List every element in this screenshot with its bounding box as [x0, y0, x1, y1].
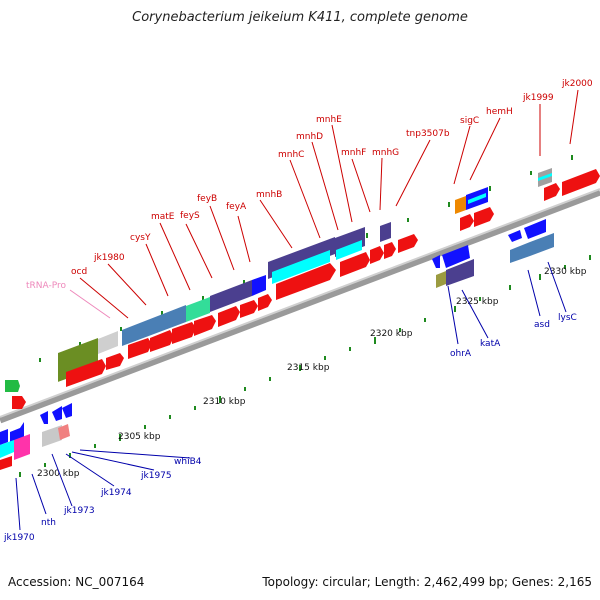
gene-box: [42, 425, 62, 447]
gene-box: [530, 233, 554, 256]
map-title: Corynebacterium jeikeium K411, complete …: [132, 10, 468, 25]
upper-features: [5, 168, 600, 409]
gene-arrow-forward: [12, 396, 26, 409]
gene-arrow-forward: [398, 234, 418, 253]
gene-label: cysY: [130, 233, 151, 243]
gene-arrow-forward: [258, 294, 272, 311]
gene-arrow-forward: [172, 322, 196, 344]
gene-label: mnhG: [372, 148, 399, 158]
gene-label: nth: [41, 518, 56, 528]
gene-label: jk1999: [522, 93, 554, 103]
gene-label: jk1980: [93, 253, 125, 263]
gene-label: mnhC: [278, 150, 304, 160]
gene-box: [455, 196, 466, 214]
gene-box: [186, 297, 210, 322]
gene-label: mnhE: [316, 115, 342, 125]
gene-box: [14, 434, 30, 460]
scale-label: 2325 kbp: [456, 297, 499, 307]
gene-arrow-forward: [66, 359, 106, 387]
accession-label: Accession: NC_007164: [8, 575, 145, 589]
gene-label: lysC: [558, 313, 577, 323]
gene-label: jk2000: [561, 79, 593, 89]
gene-box: [252, 275, 266, 296]
gene-arrow-forward: [276, 263, 336, 300]
gene-arrow-reverse: [524, 219, 546, 239]
gene-label: tRNA-Pro: [26, 281, 66, 291]
gene-box: [272, 250, 330, 284]
gene-label: feyS: [180, 211, 200, 221]
gene-label: mnhF: [341, 148, 366, 158]
lower-features: [0, 219, 554, 470]
gene-box: [446, 259, 474, 286]
gene-arrow-forward: [384, 242, 396, 259]
gene-box: [510, 242, 530, 263]
gene-arrow-reverse: [432, 255, 440, 268]
gene-box: [380, 222, 391, 242]
gene-box: [0, 456, 12, 470]
gene-arrow-reverse: [62, 403, 72, 418]
gene-labels-bottom: jk1970 nth jk1973 jk1974 jk1975 whiB4 oh…: [3, 313, 577, 543]
gene-labels-top: tRNA-Pro ocd jk1980 cysY matE feyS feyB …: [26, 79, 593, 291]
gene-arrow-forward: [5, 380, 20, 392]
scale-label: 2330 kbp: [544, 267, 587, 277]
scale-label: 2305 kbp: [118, 432, 161, 442]
gene-arrow-reverse: [52, 406, 62, 421]
gene-box: [538, 173, 552, 181]
gene-box: [58, 424, 70, 440]
genome-summary: Topology: circular; Length: 2,462,499 bp…: [262, 575, 592, 589]
gene-arrow-forward: [474, 207, 494, 227]
scale-label: 2310 kbp: [203, 397, 246, 407]
gene-label: tnp3507b: [406, 129, 450, 139]
gene-label: sigC: [460, 116, 479, 126]
gene-label: mnhB: [256, 190, 282, 200]
gene-arrow-forward: [460, 214, 474, 231]
gene-arrow-reverse: [0, 429, 8, 445]
gene-box: [436, 271, 446, 288]
gene-arrow-forward: [370, 246, 384, 264]
gene-arrow-reverse: [508, 230, 522, 242]
gene-label: feyB: [197, 194, 217, 204]
gene-box: [336, 240, 362, 260]
gene-label: jk1975: [140, 471, 172, 481]
gene-label: ocd: [71, 267, 87, 277]
gene-box: [58, 338, 98, 372]
label-connectors-top: [69, 89, 579, 319]
gene-box: [468, 193, 486, 204]
tick-row-inner: [19, 255, 591, 477]
gene-arrow-reverse: [40, 411, 48, 424]
gene-box: [98, 331, 118, 354]
gene-label: matE: [151, 212, 175, 222]
gene-arrow-forward: [218, 306, 240, 327]
scale-label: 2320 kbp: [370, 329, 413, 339]
gene-arrow-forward: [106, 353, 124, 370]
gene-arrow-forward: [340, 252, 370, 277]
gene-label: jk1974: [100, 488, 132, 498]
gene-label: jk1970: [3, 533, 35, 543]
gene-label: mnhD: [296, 132, 323, 142]
gene-label: jk1973: [63, 506, 95, 516]
gene-arrow-forward: [240, 300, 258, 318]
gene-label: asd: [534, 320, 550, 330]
gene-arrow-forward: [544, 183, 560, 201]
gene-label: katA: [480, 339, 501, 349]
scale-label: 2315 kbp: [287, 363, 330, 373]
gene-box: [0, 440, 14, 458]
gene-label: hemH: [486, 107, 513, 117]
gene-arrow-forward: [150, 330, 174, 352]
scale-label: 2300 kbp: [37, 469, 80, 479]
scale-labels: 2300 kbp 2305 kbp 2310 kbp 2315 kbp 2320…: [37, 267, 587, 479]
gene-arrow-forward: [194, 315, 216, 336]
gene-label: feyA: [226, 202, 247, 212]
gene-arrow-forward: [562, 169, 600, 196]
gene-box: [122, 305, 186, 346]
gene-label: ohrA: [450, 349, 472, 359]
gene-box: [442, 245, 470, 268]
gene-label: whiB4: [174, 457, 202, 467]
gene-box: [210, 280, 252, 312]
gene-arrow-forward: [128, 338, 152, 359]
label-connectors-bottom: [15, 261, 567, 531]
genome-backbone: [0, 188, 600, 424]
